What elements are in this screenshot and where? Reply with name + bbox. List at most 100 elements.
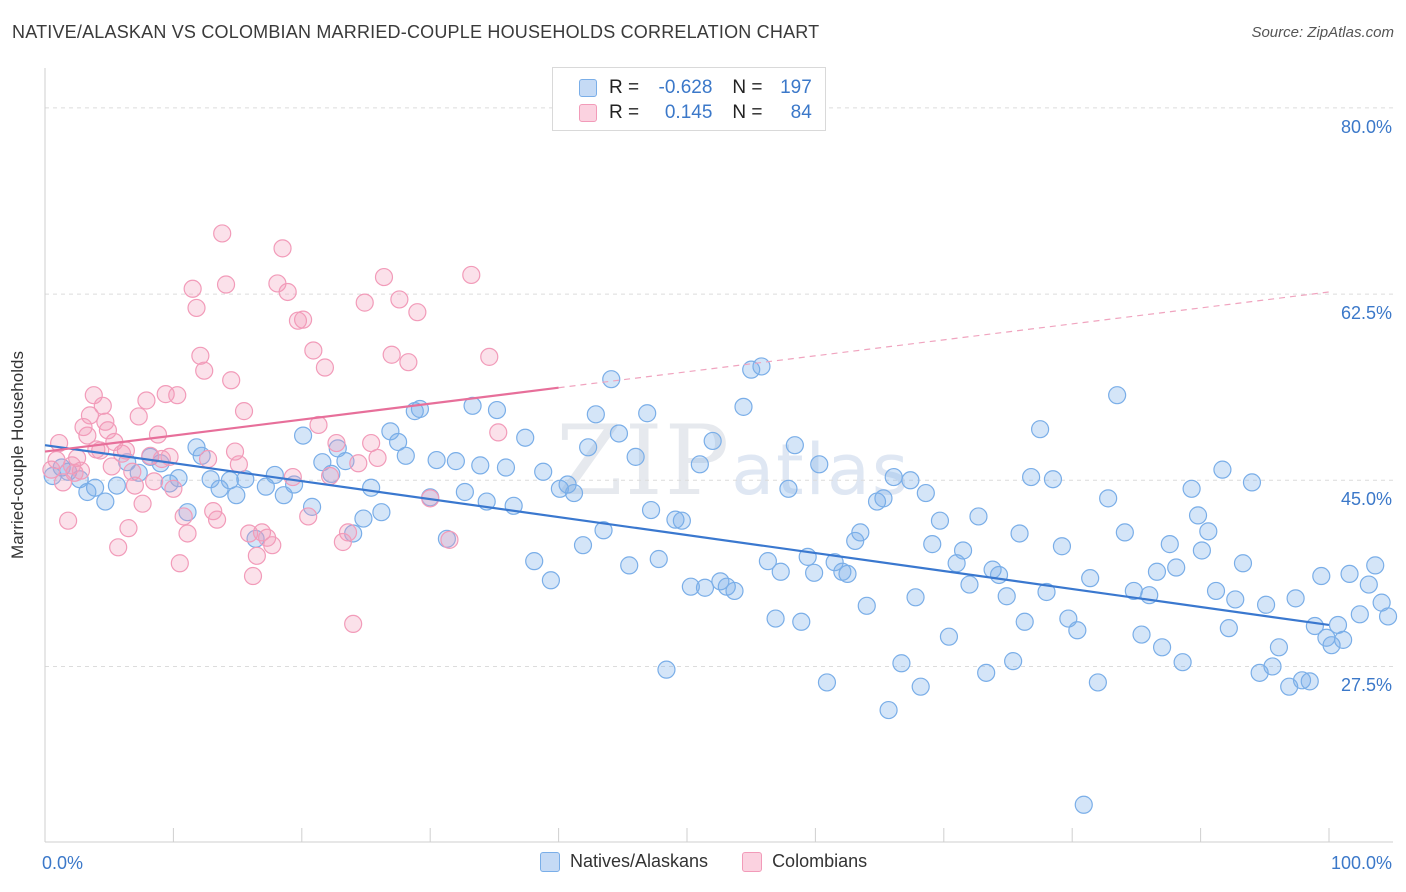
data-point — [771, 562, 790, 581]
data-point — [1213, 460, 1232, 479]
legend-n-value: 84 — [790, 102, 812, 123]
data-point — [1233, 554, 1253, 573]
data-point — [374, 267, 394, 287]
legend-r-value: -0.628 — [658, 77, 713, 98]
trend-line-natives — [44, 444, 1330, 627]
data-point — [109, 538, 128, 557]
data-point — [779, 479, 798, 498]
data-point — [1350, 605, 1369, 624]
data-point — [857, 596, 876, 615]
legend-r-label: R = — [609, 102, 640, 123]
data-point — [71, 461, 91, 480]
data-point — [133, 494, 152, 513]
data-point — [516, 428, 535, 447]
data-point — [42, 460, 61, 479]
data-point — [620, 556, 639, 575]
data-point — [229, 455, 248, 474]
data-point — [564, 483, 584, 503]
data-point — [939, 627, 959, 646]
data-point — [480, 347, 499, 366]
data-point — [93, 396, 112, 415]
data-point — [178, 524, 197, 543]
data-point — [107, 476, 127, 495]
data-point — [355, 293, 374, 312]
data-point — [183, 279, 202, 298]
data-point — [1182, 479, 1201, 498]
data-point — [805, 563, 824, 582]
data-point — [78, 426, 97, 445]
data-point — [148, 425, 168, 444]
data-point — [195, 361, 214, 380]
data-point — [389, 432, 408, 452]
data-point — [1108, 386, 1127, 405]
data-point — [47, 450, 66, 470]
data-point — [278, 282, 297, 302]
data-point — [810, 455, 829, 474]
data-point — [174, 507, 193, 526]
data-point — [299, 507, 318, 526]
data-point — [1132, 625, 1151, 644]
data-point — [923, 535, 942, 554]
data-point — [1015, 612, 1034, 631]
data-point — [304, 341, 323, 360]
data-point — [410, 399, 430, 419]
data-point — [1160, 535, 1179, 554]
data-point — [1052, 537, 1072, 556]
watermark-part-b: atlas — [731, 429, 910, 511]
data-point — [170, 554, 189, 573]
data-point — [1366, 556, 1385, 575]
data-point — [427, 450, 446, 470]
data-point — [874, 489, 893, 508]
legend-row-colombians: R = 0.145 N = 84 — [579, 101, 812, 125]
data-point — [1300, 672, 1319, 691]
data-point — [690, 455, 709, 474]
data-point — [207, 510, 227, 529]
data-point — [222, 371, 241, 390]
data-point — [382, 345, 401, 364]
data-point — [80, 406, 100, 425]
data-point — [977, 663, 996, 682]
data-point — [1043, 470, 1063, 489]
data-point — [725, 581, 744, 601]
data-point — [892, 654, 911, 673]
data-point — [681, 577, 700, 596]
y-tick-label: 45.0% — [1340, 489, 1392, 510]
data-point — [785, 436, 804, 455]
data-point — [752, 357, 771, 376]
series-natives-alaskans — [43, 357, 1398, 814]
data-point — [1147, 562, 1167, 581]
data-point — [263, 536, 282, 555]
data-point — [145, 472, 164, 491]
data-point — [911, 677, 930, 696]
data-point — [1378, 607, 1398, 626]
y-tick-label: 27.5% — [1340, 675, 1392, 696]
series-legend: Natives/Alaskans Colombians — [540, 851, 901, 872]
legend-swatch-natives — [579, 79, 597, 97]
data-point — [368, 448, 387, 468]
correlation-legend: R = -0.628 N = 197 R = 0.145 N = 84 — [552, 67, 826, 131]
data-point — [1286, 589, 1305, 608]
data-point — [1022, 467, 1041, 487]
data-point — [695, 578, 715, 597]
data-point — [338, 523, 358, 542]
y-tick-label: 62.5% — [1340, 303, 1392, 324]
data-point — [96, 492, 115, 511]
data-point — [609, 424, 629, 443]
data-point — [496, 458, 516, 477]
y-tick-label: 80.0% — [1340, 116, 1392, 137]
data-point — [265, 465, 284, 485]
data-point — [74, 417, 93, 437]
data-point — [703, 431, 722, 451]
data-point — [1074, 795, 1093, 814]
data-point — [1340, 564, 1359, 584]
data-point — [227, 486, 246, 505]
data-point — [1322, 636, 1341, 655]
legend-label-natives: Natives/Alaskans — [570, 851, 709, 871]
data-point — [884, 467, 903, 487]
data-point — [1152, 638, 1172, 657]
data-point — [1219, 619, 1238, 638]
data-point — [626, 447, 645, 466]
data-point — [766, 609, 785, 628]
data-point — [1030, 420, 1050, 439]
data-point — [594, 521, 613, 540]
